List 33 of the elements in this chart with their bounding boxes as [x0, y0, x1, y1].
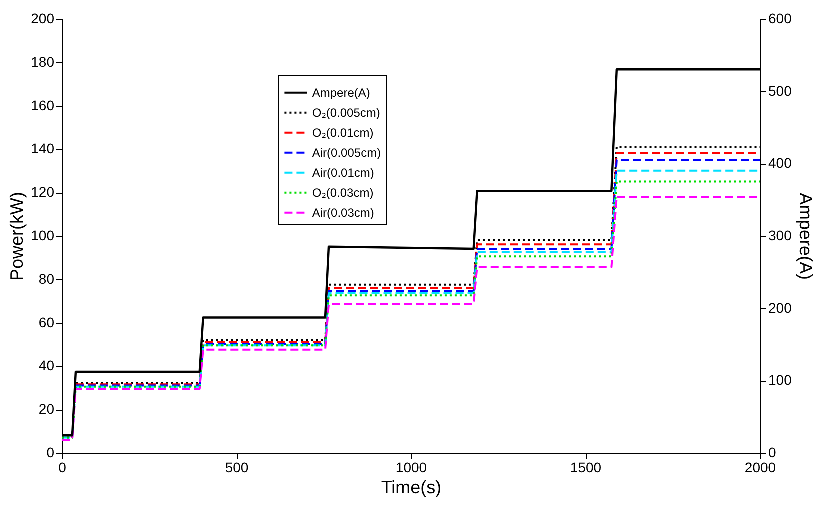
- y-tick-label: 160: [31, 97, 55, 114]
- y-tick-label: 40: [38, 358, 55, 374]
- x-tick-label: 500: [225, 460, 249, 476]
- y-tick-label: 180: [31, 54, 55, 70]
- y-tick-label: 140: [31, 140, 55, 157]
- y2-tick-label: 400: [768, 155, 792, 172]
- x-tick-label: 1500: [570, 460, 602, 476]
- y-tick-label: 200: [31, 10, 55, 26]
- y-tick-label: 80: [38, 270, 55, 287]
- y2-tick-label: 500: [768, 82, 792, 99]
- y2-axis-title: Ampere(A): [796, 192, 814, 280]
- y2-tick-label: 100: [768, 372, 792, 388]
- legend-label: O₂(0.01cm): [312, 126, 374, 140]
- x-tick-label: 0: [58, 460, 67, 476]
- y-axis-title: Power(kW): [7, 192, 28, 281]
- x-axis-title: Time(s): [381, 478, 442, 498]
- y2-tick-label: 0: [768, 444, 776, 460]
- x-tick-label: 2000: [744, 460, 776, 476]
- legend-label: Air(0.005cm): [312, 146, 382, 160]
- legend-label: Ampere(A): [312, 86, 370, 100]
- legend-label: Air(0.01cm): [312, 166, 374, 180]
- y-tick-label: 60: [38, 314, 55, 330]
- legend-label: O₂(0.03cm): [312, 186, 374, 200]
- y2-tick-label: 600: [768, 10, 792, 26]
- y2-tick-label: 300: [768, 228, 792, 244]
- y-tick-label: 20: [38, 401, 55, 418]
- y2-tick-label: 200: [768, 300, 792, 316]
- y-tick-label: 120: [31, 184, 55, 200]
- legend-label: O₂(0.005cm): [312, 106, 380, 120]
- y-tick-label: 0: [46, 444, 55, 460]
- y-tick-label: 100: [31, 228, 55, 244]
- x-tick-label: 1000: [396, 460, 428, 476]
- legend-label: Air(0.03cm): [312, 206, 374, 220]
